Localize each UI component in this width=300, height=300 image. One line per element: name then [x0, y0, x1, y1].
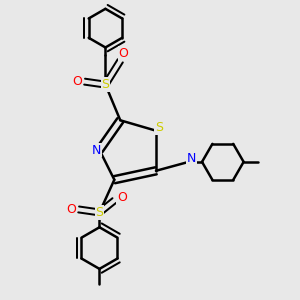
Text: S: S [155, 121, 163, 134]
Text: S: S [101, 78, 110, 91]
Text: O: O [118, 47, 128, 60]
Text: N: N [187, 152, 196, 165]
Text: O: O [66, 203, 76, 216]
Text: O: O [117, 191, 127, 204]
Text: N: N [92, 143, 101, 157]
Text: O: O [72, 75, 82, 88]
Text: S: S [95, 206, 104, 219]
